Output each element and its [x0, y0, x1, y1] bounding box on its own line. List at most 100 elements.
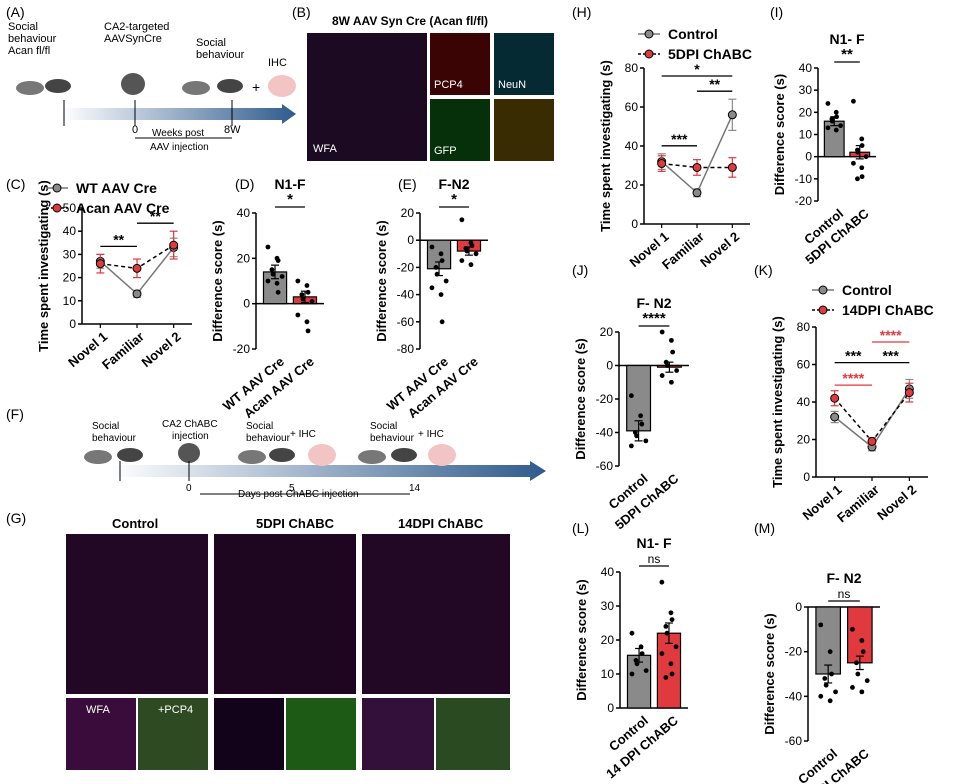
label: IHC	[268, 57, 287, 69]
data-point	[692, 162, 702, 172]
zoom-merge: +PCP4	[138, 698, 208, 770]
y-tick-label: -20	[397, 260, 415, 274]
y-tick-label: -40	[596, 426, 614, 440]
data-point	[664, 630, 670, 636]
label: GFP	[434, 145, 457, 157]
panel-label-h: (H)	[572, 4, 592, 20]
data-point	[629, 630, 635, 636]
y-tick-label: -20	[795, 194, 813, 208]
data-point	[827, 649, 833, 655]
data-point	[830, 412, 840, 422]
legend-label: WT AAV Cre	[76, 180, 157, 196]
y-axis-label: Time spent investigating (s)	[598, 60, 613, 232]
label: 5	[289, 483, 295, 494]
y-tick-label: 40	[797, 395, 811, 409]
legend-marker	[818, 305, 828, 315]
data-point	[829, 671, 834, 677]
panel-label-l: (L)	[572, 520, 590, 536]
y-tick-label: 40	[63, 224, 77, 238]
data-point	[851, 160, 856, 166]
legend-marker	[818, 285, 828, 295]
label: behaviour	[92, 433, 137, 444]
y-tick-label: 60	[625, 100, 639, 114]
y-tick-label: 0	[607, 701, 614, 715]
label: AAV injection	[150, 142, 209, 153]
x-tick-label: Novel 2	[697, 229, 742, 270]
y-tick-label: 0	[631, 217, 638, 231]
label: Social	[92, 421, 119, 432]
data-point	[818, 622, 824, 628]
micrograph-wfa: WFA	[307, 33, 427, 161]
data-point	[279, 274, 285, 279]
y-tick-label: 20	[799, 105, 813, 119]
data-point	[665, 363, 670, 368]
data-point	[659, 579, 665, 585]
bar	[846, 606, 873, 664]
data-point	[860, 649, 866, 655]
series-line	[661, 114, 734, 195]
panel-label-j: (J)	[572, 262, 589, 278]
y-tick-label: -10	[795, 172, 813, 186]
data-point	[270, 271, 276, 277]
y-tick-label: 20	[401, 206, 415, 220]
mouse-icon	[238, 448, 295, 464]
micrograph-title: 8W AAV Syn Cre (Acan fl/fl)	[332, 14, 489, 28]
data-point	[864, 678, 870, 684]
data-point	[822, 676, 828, 681]
significance-label: ****	[842, 370, 864, 386]
data-point	[855, 149, 861, 155]
y-tick-label: 80	[625, 61, 639, 75]
y-tick-label: 0	[803, 470, 810, 484]
chart-title: F- N2	[827, 570, 862, 586]
data-point	[464, 248, 470, 254]
data-point	[265, 244, 271, 250]
data-point	[639, 421, 645, 427]
mouse-icon	[121, 73, 145, 95]
y-tick-label: 40	[799, 61, 813, 75]
label: + IHC	[290, 429, 316, 440]
y-axis-label: Difference score (s)	[772, 74, 787, 195]
data-point	[859, 136, 865, 142]
data-point	[275, 258, 281, 263]
y-tick-label: 40	[601, 565, 615, 579]
data-point	[833, 127, 839, 133]
data-point	[275, 289, 281, 295]
y-tick-label: 40	[237, 206, 251, 220]
micrograph-neun: NeuN	[494, 33, 554, 95]
data-point	[628, 393, 634, 399]
significance-label: **	[150, 208, 161, 224]
brain-icon	[308, 444, 336, 466]
y-tick-label: -60	[397, 315, 415, 329]
data-point	[95, 259, 105, 269]
data-point	[727, 162, 737, 172]
data-point	[468, 262, 474, 268]
label: PCP4	[434, 79, 463, 91]
data-point	[459, 258, 465, 263]
data-point	[638, 413, 643, 419]
panel-label-k: (K)	[754, 262, 773, 278]
timeline-arrow	[62, 104, 296, 124]
data-point	[854, 660, 859, 666]
y-tick-label: 30	[63, 247, 77, 261]
label: injection	[172, 431, 209, 442]
data-point	[438, 292, 444, 297]
y-tick-label: -20	[785, 645, 803, 659]
label: 0	[186, 483, 192, 494]
data-point	[443, 278, 449, 284]
significance-label: ****	[880, 327, 902, 343]
y-axis-label: Difference score (s)	[762, 613, 777, 734]
data-point	[904, 388, 914, 398]
data-point	[265, 278, 271, 284]
data-point	[833, 109, 839, 115]
significance-label: ****	[642, 310, 666, 327]
data-point	[855, 671, 861, 677]
y-tick-label: 0	[805, 150, 812, 164]
data-point	[634, 433, 639, 439]
data-point	[669, 671, 675, 677]
y-tick-label: 10	[799, 128, 813, 142]
y-tick-label: 10	[601, 667, 615, 681]
label: Weeks post	[152, 128, 204, 139]
legend-label: Acan AAV Cre	[76, 200, 170, 216]
